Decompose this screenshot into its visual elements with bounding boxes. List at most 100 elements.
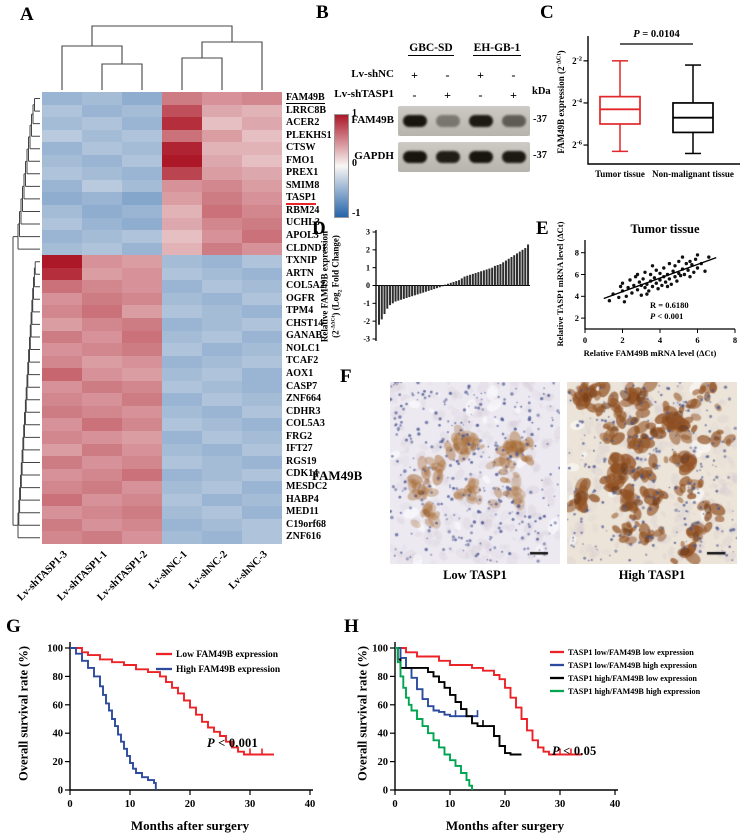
heatmap-cell (242, 330, 282, 344)
ihc-caption-high: High TASP1 (618, 568, 686, 582)
heatmap-cell (122, 456, 162, 469)
scatter-chart: 0 2 4 6 8 2 4 6 8 (575, 240, 737, 345)
svg-text:8: 8 (733, 335, 737, 345)
legend-item: TASP1 low/FAM49B low expression (550, 648, 694, 657)
protein-band (402, 151, 427, 163)
gene-label: CDK14 (286, 468, 319, 480)
heatmap-cell (242, 405, 282, 419)
heatmap-cell (82, 292, 122, 306)
svg-text:100: 100 (372, 644, 388, 655)
heatmap-cell (42, 217, 82, 231)
heatmap-cell (82, 380, 122, 394)
heatmap-cell (122, 217, 162, 231)
svg-text:30: 30 (245, 799, 256, 810)
svg-text:40: 40 (610, 799, 621, 810)
heatmap-cell (82, 217, 122, 231)
heatmap-cell (242, 481, 282, 494)
gene-label: RBM24 (286, 204, 320, 216)
heatmap-cell (162, 380, 202, 394)
heatmap-cell (202, 368, 242, 381)
heatmap-cell (162, 518, 202, 532)
heatmap-cell (82, 192, 122, 205)
svg-text:2: 2 (575, 313, 579, 323)
lane-sign: + (444, 88, 451, 102)
heatmap-cell (162, 430, 202, 444)
heatmap-cell (122, 230, 162, 243)
svg-text:2-6: 2-6 (572, 140, 583, 151)
heatmap-cell (82, 456, 122, 469)
heatmap-cell (42, 531, 82, 544)
ihc-image-low-tasp1 (390, 382, 560, 564)
svg-text:0: 0 (366, 281, 370, 290)
heatmap-cell (242, 531, 282, 544)
gene-label: GANAB (286, 330, 323, 342)
heatmap-cell (42, 154, 82, 168)
heatmap-cell (202, 142, 242, 155)
heatmap-cell (162, 292, 202, 306)
heatmap-cell (82, 368, 122, 381)
heatmap-cell (242, 129, 282, 143)
heatmap-cell (242, 368, 282, 381)
svg-text:10: 10 (125, 799, 136, 810)
svg-text:TASP1 low/FAM49B high expressi: TASP1 low/FAM49B high expression (568, 661, 697, 670)
heatmap-cell (242, 242, 282, 256)
svg-text:20: 20 (500, 799, 511, 810)
blot-label-fam49b: FAM49B (351, 114, 394, 126)
blot-label-gapdh: GAPDH (354, 150, 394, 162)
shtasp1-lane-signs: - + - + (398, 88, 530, 103)
heatmap-cell (202, 481, 242, 494)
heatmap-cell (42, 430, 82, 444)
km1-ylabel: Overall survival rate (%) (16, 645, 31, 782)
heatmap-cell (42, 292, 82, 306)
heatmap-cell (42, 305, 82, 318)
heatmap-cell (82, 230, 122, 243)
heatmap-cell (162, 305, 202, 318)
heatmap-cell (242, 456, 282, 469)
heatmap-cell (82, 92, 122, 105)
heatmap-cell (202, 443, 242, 457)
heatmap-cell (42, 418, 82, 431)
heatmap-cell (162, 343, 202, 356)
heatmap-cell (122, 204, 162, 218)
gene-label: SMIM8 (286, 179, 320, 191)
svg-text:100: 100 (47, 644, 63, 655)
svg-text:FAM49B expression (2-ΔCt): FAM49B expression (2-ΔCt) (556, 50, 567, 153)
heatmap-cell (202, 292, 242, 306)
heatmap-cell (82, 443, 122, 457)
heatmap-cell (82, 267, 122, 281)
heatmap-colorbar (334, 114, 349, 218)
scatter-title: Tumor tissue (630, 222, 700, 236)
svg-text:40: 40 (53, 729, 64, 740)
heatmap-cell (162, 242, 202, 256)
heatmap-cell (42, 355, 82, 369)
row-dendrogram (12, 98, 40, 539)
heatmap-cell (42, 330, 82, 344)
heatmap-cell (42, 267, 82, 281)
kda-label: kDa (532, 86, 551, 97)
svg-text:6: 6 (575, 269, 579, 279)
protein-band (468, 115, 493, 127)
heatmap-cell (82, 204, 122, 218)
heatmap-cell (82, 305, 122, 318)
heatmap-cell (42, 380, 82, 394)
heatmap-cell (202, 330, 242, 344)
gene-label: FAM49B (286, 92, 325, 104)
heatmap-cell (202, 405, 242, 419)
heatmap-cell (202, 418, 242, 431)
r-value: R = 0.6180 (650, 300, 689, 310)
ihc-caption-low: Low TASP1 (443, 568, 507, 582)
km2-xlabel: Months after surgery (445, 818, 565, 833)
svg-text:20: 20 (185, 799, 196, 810)
svg-text:0: 0 (383, 786, 388, 797)
gene-label: TCAF2 (286, 355, 319, 367)
gene-label: TPM4 (286, 305, 314, 317)
shtasp1-row-label: Lv-shTASP1 (334, 88, 394, 100)
gene-label: ARTN (286, 267, 314, 279)
heatmap-cell (162, 280, 202, 293)
panel-h-label: H (344, 616, 359, 637)
heatmap-cell (82, 430, 122, 444)
scatter-stats: R = 0.6180 P < 0.001 (650, 300, 689, 322)
heatmap-cell (242, 154, 282, 168)
heatmap-cell (82, 343, 122, 356)
heatmap-cell (242, 104, 282, 118)
